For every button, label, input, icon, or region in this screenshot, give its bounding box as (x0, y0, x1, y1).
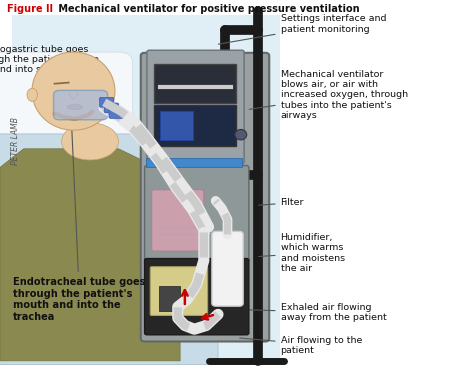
Text: Filter: Filter (259, 198, 304, 207)
Ellipse shape (235, 129, 246, 140)
Ellipse shape (100, 102, 106, 105)
Ellipse shape (62, 123, 118, 160)
Text: Exhaled air flowing
away from the patient: Exhaled air flowing away from the patien… (242, 303, 386, 322)
FancyBboxPatch shape (145, 259, 249, 335)
FancyBboxPatch shape (160, 111, 193, 140)
Text: Humidifier,
which warms
and moistens
the air: Humidifier, which warms and moistens the… (259, 233, 345, 273)
FancyBboxPatch shape (0, 52, 133, 179)
FancyBboxPatch shape (150, 267, 208, 315)
Text: Mechanical ventilator
blows air, or air with
increased oxygen, through
tubes int: Mechanical ventilator blows air, or air … (249, 70, 408, 120)
FancyBboxPatch shape (141, 53, 269, 341)
Ellipse shape (100, 105, 106, 108)
FancyBboxPatch shape (109, 109, 123, 118)
Ellipse shape (67, 105, 82, 110)
Text: Mechanical ventilator for positive pressure ventilation: Mechanical ventilator for positive press… (55, 4, 359, 15)
Ellipse shape (27, 89, 37, 101)
FancyBboxPatch shape (0, 134, 218, 365)
FancyBboxPatch shape (146, 158, 242, 167)
FancyBboxPatch shape (152, 190, 204, 251)
Text: PETER LAMB: PETER LAMB (11, 117, 20, 166)
FancyBboxPatch shape (147, 50, 244, 164)
FancyBboxPatch shape (212, 231, 243, 306)
Ellipse shape (32, 52, 115, 130)
FancyBboxPatch shape (12, 15, 280, 361)
Polygon shape (0, 149, 180, 361)
Text: Endotracheal tube goes
through the patient's
mouth and into the
trachea: Endotracheal tube goes through the patie… (13, 116, 146, 322)
FancyBboxPatch shape (154, 105, 236, 146)
Text: Nasogastric tube goes
through the patient's nose
and into stomach: Nasogastric tube goes through the patien… (0, 45, 99, 82)
Text: Figure II: Figure II (7, 4, 53, 15)
FancyBboxPatch shape (145, 166, 249, 262)
FancyBboxPatch shape (154, 64, 236, 103)
Text: Air flowing to the
patient: Air flowing to the patient (240, 336, 362, 355)
Text: Settings interface and
patient monitoring: Settings interface and patient monitorin… (219, 15, 386, 44)
FancyBboxPatch shape (104, 103, 118, 113)
FancyBboxPatch shape (159, 286, 180, 311)
FancyBboxPatch shape (100, 97, 114, 107)
FancyBboxPatch shape (54, 90, 108, 120)
